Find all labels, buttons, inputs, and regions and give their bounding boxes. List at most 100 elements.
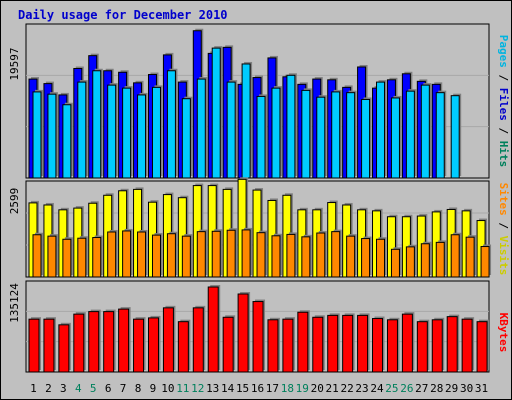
kbytes-bar-body [192,307,204,373]
x-tick-label: 25 [385,382,398,395]
files-bar-body [92,70,102,179]
sites-bar-body [181,235,191,278]
files-bar-body [211,47,221,179]
files-bar-body [181,98,191,179]
files-bar-body [47,93,57,179]
visits-axis-max-label: 2599 [8,188,21,215]
kbytes-bar-body [43,318,55,373]
files-bar-body [62,104,72,179]
kbytes-bar-body [88,311,100,373]
legend-kbytes: KBytes [497,313,510,353]
x-tick-label: 16 [251,382,264,395]
sites-bar [256,230,268,278]
files-bar [77,80,88,179]
x-tick-label: 6 [105,382,112,395]
kbytes-bar-body [118,308,130,373]
kbytes-bar [401,312,415,373]
files-bar [241,61,253,179]
x-tick-label: 4 [75,382,82,395]
hits-axis-max-label: 19597 [8,47,21,80]
files-bar-body [137,94,147,179]
files-bar-body [196,78,206,179]
legend-pages: Pages [497,35,510,68]
files-bar [316,95,327,179]
files-bar-body [256,95,266,179]
legend-panel-3: KBytes [497,313,510,353]
sites-bar [151,233,163,278]
files-bar [301,88,312,179]
kbytes-bar-body [133,318,145,373]
x-tick-label: 10 [161,382,174,395]
sites-bar-body [107,231,117,278]
x-tick-label: 23 [355,382,368,395]
files-bar [211,46,223,179]
sites-bar-body [92,237,102,278]
files-bar [107,83,118,179]
x-tick-label: 28 [430,382,443,395]
files-bar-body [361,98,371,179]
files-bar-body [151,86,161,179]
kbytes-bar-body [476,321,488,373]
files-bar-body [450,95,460,179]
files-bar-body [346,92,356,179]
x-tick-label: 11 [176,382,189,395]
legend-separator: / [497,216,510,236]
files-bar-body [316,96,326,179]
files-bar [122,86,133,179]
kbytes-bar-body [401,313,413,373]
kbytes-axis-max-label: 135124 [8,283,21,323]
files-bar [137,92,148,179]
kbytes-bar-body [252,301,264,373]
sites-bar [122,228,133,278]
sites-bar [181,234,193,278]
kbytes-bar [416,319,430,373]
sites-bar [211,229,223,278]
files-bar [151,85,163,179]
chart-title: Daily usage for December 2010 [18,8,228,22]
kbytes-bar-body [386,319,398,373]
sites-bar-body [405,246,415,278]
sites-bar [316,231,327,278]
kbytes-bar [207,285,221,373]
files-bar [450,93,462,179]
kbytes-bar-body [177,321,189,373]
legend-panel-2: Sites / Visits [497,183,510,276]
kbytes-bar [237,291,251,373]
x-tick-label: 29 [445,382,458,395]
kbytes-bar [222,315,236,373]
kbytes-bar-body [222,316,234,373]
files-bar [390,95,402,179]
sites-bar [241,227,253,278]
sites-bar [480,244,492,278]
sites-bar-body [151,234,161,278]
sites-bar-body [122,230,132,278]
sites-bar-body [390,248,400,278]
kbytes-bar [147,315,161,373]
sites-bar-body [346,235,356,278]
sites-bar-body [166,233,176,278]
kbytes-bar-body [147,317,159,373]
sites-bar [107,229,118,278]
files-bar-body [166,70,176,179]
x-tick-label: 30 [460,382,473,395]
sites-bar-body [331,231,341,278]
sites-bar-body [256,232,266,278]
x-tick-label: 14 [221,382,235,395]
legend-files: Files [497,88,510,121]
sites-bar [390,247,402,278]
files-bar-body [226,81,236,179]
x-tick-label: 27 [415,382,428,395]
sites-bar-body [271,235,281,278]
files-bar-body [301,89,311,179]
sites-bar [435,240,447,278]
files-bar [92,68,103,179]
sites-bar [286,232,297,278]
kbytes-bar-body [312,316,324,373]
sites-bar [196,229,208,278]
kbytes-bar [162,305,176,373]
sites-bar-body [301,236,311,278]
files-bar-body [122,87,132,179]
sites-bar-body [361,238,371,278]
files-bar [181,96,193,179]
sites-bar-body [196,231,206,278]
